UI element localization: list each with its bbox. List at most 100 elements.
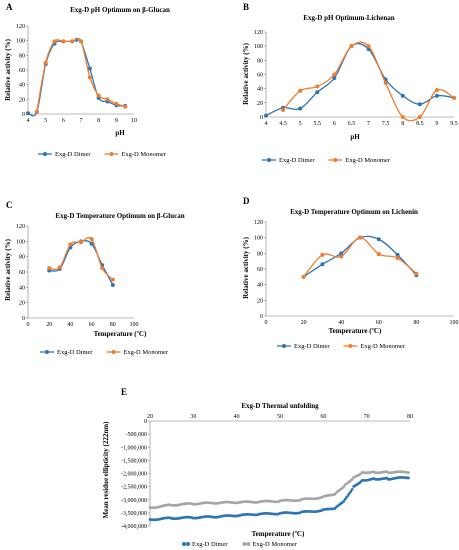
data-point [61,39,66,44]
data-point [315,84,320,89]
data-point [350,488,354,491]
y-tick-label: 100 [254,44,263,50]
x-tick-label: 8 [401,121,404,127]
x-axis-label: Temperature (ºC) [252,530,305,538]
y-tick-label: 20 [257,298,263,304]
y-tick-label: 0 [144,419,147,425]
x-tick-label: 4 [27,118,30,124]
data-point [123,104,128,109]
data-point [434,88,439,93]
panel-letter: E [121,387,127,397]
chart-panel-e: E Exg-D Thermal unfolding 0 -500,000 -1,000,… [102,387,413,548]
data-point [358,235,362,240]
chart-title: Exg-D pH Optimum-Lichenan [303,14,395,22]
data-point [339,254,344,259]
chart-title: Exg-D pH Optimum on β-Glucan [70,6,170,14]
y-tick-label: 120 [16,24,25,30]
legend-marker [182,542,186,546]
legend-marker [246,542,251,546]
y-axis-label: Relative activity (%) [4,38,12,100]
x-tick-label: 100 [450,320,459,326]
y-tick-label: 120 [16,224,25,230]
y-tick-label: 80 [257,251,263,257]
data-point [339,251,344,256]
x-tick-label: 100 [130,322,139,328]
x-tick-label: 5.5 [314,121,322,127]
x-tick-label: 4.5 [279,121,287,127]
x-tick-label: 80 [413,320,419,326]
data-point [417,102,422,107]
data-point [350,477,354,481]
chart-panel-a: A Exg-D pH Optimum on β-Glucan 0 20 40 60 80 10… [4,2,170,158]
y-axis-label: Relative activity (%) [242,42,250,104]
series-line-monomer [36,38,126,112]
data-point [343,497,347,501]
data-point [87,66,92,71]
data-point [114,101,119,106]
y-tick-label: -2,000,000 [121,472,147,478]
legend-marker [109,152,114,156]
chart-title: Exg-D Temperature Optimum on β-Glucan [55,212,184,220]
x-tick-label: 7.5 [382,121,390,127]
y-tick-label: -1,500,000 [121,458,147,464]
y-tick-label: -1,000,000 [121,445,147,451]
data-point [407,471,410,475]
data-point [320,252,325,257]
y-tick-label: -2,500,000 [121,485,147,491]
x-tick-label: 80 [407,414,413,420]
y-tick-label: 100 [16,239,25,245]
x-tick-label: 5 [299,121,302,127]
data-point [346,494,350,497]
data-point [332,72,337,77]
y-tick-label: 100 [16,39,25,45]
x-tick-label: 7 [367,121,370,127]
legend-label: Exg-D Monomer [345,157,390,164]
data-point [349,44,354,49]
data-point [407,476,410,480]
legend-marker [45,350,49,354]
y-tick-label: 60 [19,270,25,276]
data-point [315,90,320,95]
data-point [264,113,268,118]
y-tick-label: 80 [19,255,25,261]
x-tick-label: 60 [376,320,382,326]
data-point [34,109,39,114]
x-tick-label: 40 [67,322,73,328]
data-point [395,256,400,261]
panel-letter: C [6,200,13,210]
y-axis-label: Relative activity (%) [4,238,12,300]
y-tick-label: 80 [19,53,25,59]
y-tick-label: -4,000,000 [121,524,147,530]
data-point [342,500,345,503]
series-dimer [148,476,410,522]
data-point [89,237,94,242]
data-point [87,75,92,80]
data-point [347,492,351,495]
data-point [26,111,30,116]
legend-label: Exg-D Monomer [252,541,297,548]
legend-label: Exg-D Monomer [360,343,405,350]
chart-title: Exg-D Temperature Optimum on Lichenin [290,208,418,216]
panel-letter: A [6,2,13,12]
data-point [345,496,348,499]
series-line-dimer [265,42,455,117]
x-tick-label: 4 [265,121,268,127]
legend-marker [186,542,190,546]
x-tick-label: 5 [44,118,47,124]
data-point [52,39,57,44]
x-tick-label: 60 [320,414,326,420]
data-point [400,115,405,119]
x-tick-label: 0 [27,322,30,328]
x-tick-label: 6 [333,121,336,127]
y-tick-label: 40 [257,87,263,93]
y-tick-label: 100 [254,236,263,242]
x-tick-label: 9 [435,121,438,127]
chart-panel-d: D Exg-D Temperature Optimum on Lichenin 0 2… [242,196,459,350]
legend-marker [242,542,247,546]
data-point [96,93,101,98]
y-axis-label: Relative activity (%) [242,236,250,298]
legend-label: Exg-D Monomer [121,151,166,158]
data-point [320,262,325,267]
data-point [301,274,306,279]
